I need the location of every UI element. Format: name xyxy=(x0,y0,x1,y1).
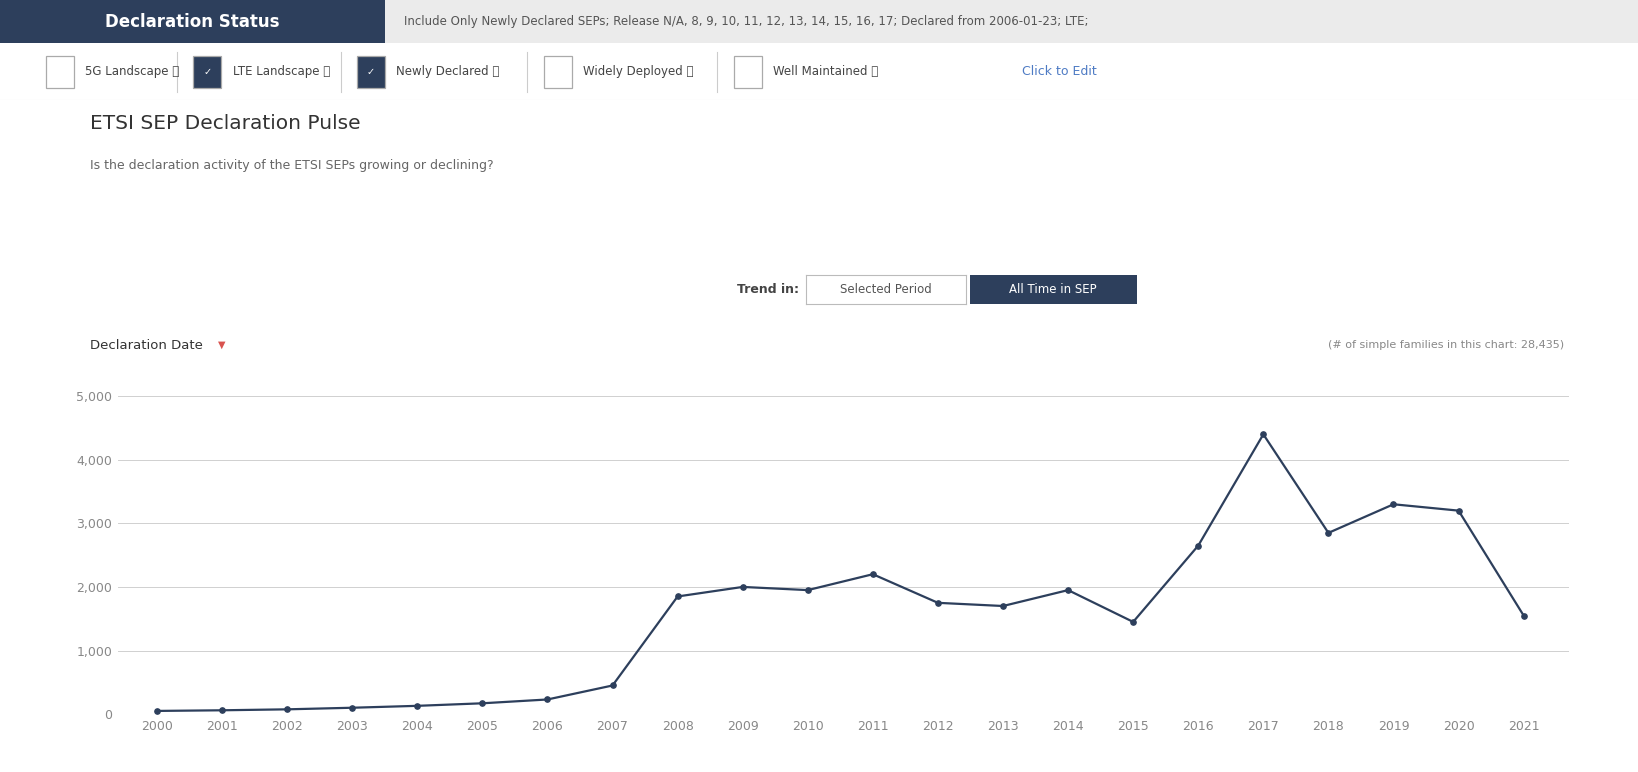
Text: 5G Landscape ❓: 5G Landscape ❓ xyxy=(85,66,180,78)
Text: Declaration Date: Declaration Date xyxy=(90,339,203,351)
Text: Is the declaration activity of the ETSI SEPs growing or declining?: Is the declaration activity of the ETSI … xyxy=(90,159,493,172)
Text: Well Maintained ❓: Well Maintained ❓ xyxy=(773,66,878,78)
Text: Newly Declared ❓: Newly Declared ❓ xyxy=(396,66,500,78)
Text: Click to Edit: Click to Edit xyxy=(1022,66,1097,78)
Text: Widely Deployed ❓: Widely Deployed ❓ xyxy=(583,66,693,78)
FancyBboxPatch shape xyxy=(544,56,572,88)
FancyBboxPatch shape xyxy=(734,56,762,88)
Text: LTE Landscape ❓: LTE Landscape ❓ xyxy=(233,66,329,78)
FancyBboxPatch shape xyxy=(193,56,221,88)
Text: Selected Period: Selected Period xyxy=(840,283,932,296)
Text: Declaration Status: Declaration Status xyxy=(105,12,280,31)
Text: ✓: ✓ xyxy=(367,67,375,76)
Text: Trend in:: Trend in: xyxy=(737,283,799,296)
FancyBboxPatch shape xyxy=(357,56,385,88)
Text: (# of simple families in this chart: 28,435): (# of simple families in this chart: 28,… xyxy=(1328,340,1564,350)
Text: ✓: ✓ xyxy=(203,67,211,76)
Text: ▼: ▼ xyxy=(218,340,226,350)
FancyBboxPatch shape xyxy=(46,56,74,88)
Text: ETSI SEP Declaration Pulse: ETSI SEP Declaration Pulse xyxy=(90,114,360,134)
Text: All Time in SEP: All Time in SEP xyxy=(1009,283,1097,296)
Text: Include Only Newly Declared SEPs; Release N/A, 8, 9, 10, 11, 12, 13, 14, 15, 16,: Include Only Newly Declared SEPs; Releas… xyxy=(403,15,1088,28)
